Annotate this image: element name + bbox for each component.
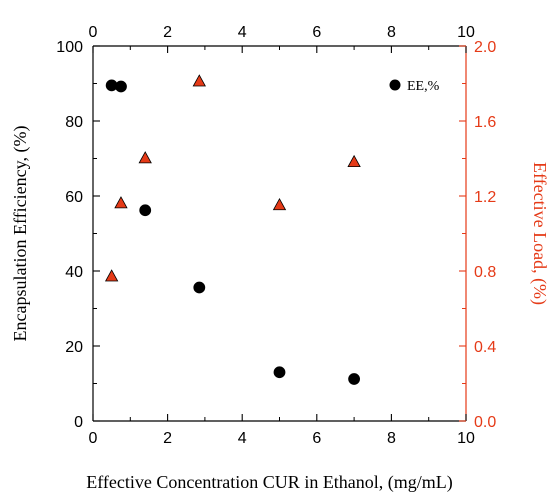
- effective-load-data-point: [192, 74, 206, 87]
- ee-data-point: [139, 204, 152, 217]
- x-tick-label-bottom: 10: [457, 430, 475, 447]
- effective-load-data-point: [104, 269, 119, 282]
- x-tick-label-top: 0: [89, 24, 98, 41]
- x-tick-label-bottom: 8: [387, 430, 396, 447]
- x-tick-label-bottom: 4: [238, 430, 247, 447]
- y2-tick-label-right: 2.0: [474, 39, 496, 56]
- y2-tick-label-right: 1.2: [474, 189, 496, 206]
- y-tick-label-left: 100: [56, 39, 83, 56]
- x-tick-label-bottom: 2: [163, 430, 172, 447]
- x-tick-label-top: 8: [387, 24, 396, 41]
- y2-tick-label-right: 1.6: [474, 114, 496, 131]
- ee-data-point: [115, 80, 127, 93]
- y2-tick-label-right: 0.4: [474, 339, 496, 356]
- x-tick-label-bottom: 0: [89, 430, 98, 447]
- ee-data-point: [348, 373, 361, 385]
- x-tick-label-top: 6: [312, 24, 321, 41]
- ee-data-point: [193, 281, 206, 294]
- y-tick-label-left: 80: [65, 114, 83, 131]
- y2-tick-label-right: 0.8: [474, 264, 496, 281]
- ee-data-point: [273, 366, 286, 379]
- legend-label-ee: EE,%: [407, 79, 440, 94]
- y-tick-label-left: 20: [65, 339, 83, 356]
- x-axis-title: Effective Concentration CUR in Ethanol, …: [86, 472, 453, 493]
- x-tick-label-top: 2: [163, 24, 172, 41]
- y-axis-title: Encapsulation Efficiency, (%): [10, 126, 31, 342]
- legend-marker-ee: [389, 79, 401, 91]
- effective-load-data-point: [272, 197, 287, 211]
- y-tick-label-left: 40: [65, 264, 83, 281]
- effective-load-data-point: [138, 151, 152, 164]
- x-tick-label-bottom: 6: [312, 430, 321, 447]
- y2-axis-title: Effective Load, (%): [529, 162, 550, 305]
- x-tick-label-top: 10: [457, 24, 475, 41]
- effective-load-data-point: [347, 154, 361, 168]
- effective-load-data-point: [114, 196, 128, 209]
- y2-tick-label-right: 0.0: [474, 414, 496, 431]
- x-tick-label-top: 4: [238, 24, 247, 41]
- y-tick-label-left: 60: [65, 189, 83, 206]
- y-tick-label-left: 0: [74, 414, 83, 431]
